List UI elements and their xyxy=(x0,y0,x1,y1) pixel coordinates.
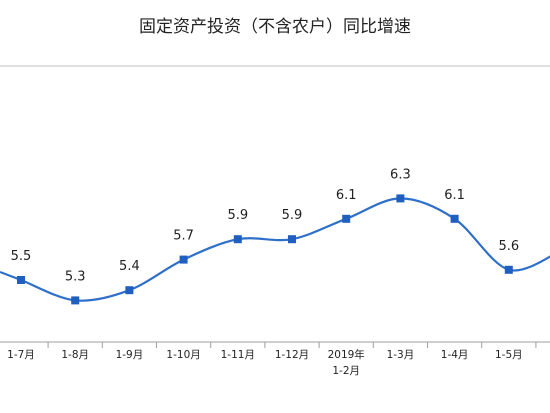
data-point-marker xyxy=(396,194,405,203)
data-label: 6.3 xyxy=(390,167,411,182)
data-point-marker xyxy=(71,296,80,305)
x-tick-label: 1-12月 xyxy=(275,349,309,361)
x-tick-label: 1-7月 xyxy=(7,349,35,361)
series-line xyxy=(0,197,550,302)
x-tick-label: 1-11月 xyxy=(221,349,255,361)
data-point-marker xyxy=(450,214,459,223)
x-tick-label: 1-5月 xyxy=(495,349,523,361)
data-label: 5.9 xyxy=(227,208,248,223)
data-label: 5.7 xyxy=(173,229,194,244)
x-tick-label: 1-3月 xyxy=(387,349,415,361)
data-point-marker xyxy=(125,286,134,295)
data-point-marker xyxy=(288,235,296,244)
x-tick-label: 2019年 1-2月 xyxy=(328,348,365,377)
x-tick-label: 1-9月 xyxy=(116,349,144,361)
data-point-marker xyxy=(342,214,351,223)
x-tick-label: 1-8月 xyxy=(61,349,89,361)
data-point-marker xyxy=(504,265,513,274)
x-tick-label: 1-10月 xyxy=(166,349,200,361)
data-label: 6.1 xyxy=(336,188,357,203)
data-label: 5.6 xyxy=(498,239,519,254)
x-tick-label: 1-4月 xyxy=(441,349,469,361)
data-point-marker xyxy=(233,235,242,244)
data-point-marker xyxy=(17,276,25,284)
chart-title: 固定资产投资（不含农户）同比增速 xyxy=(139,17,411,37)
data-label: 6.1 xyxy=(444,188,465,203)
data-label: 5.9 xyxy=(282,208,303,223)
data-label: 5.3 xyxy=(65,269,86,284)
data-point-marker xyxy=(179,255,188,264)
data-label: 5.4 xyxy=(119,259,140,274)
data-label: 5.5 xyxy=(11,249,32,264)
